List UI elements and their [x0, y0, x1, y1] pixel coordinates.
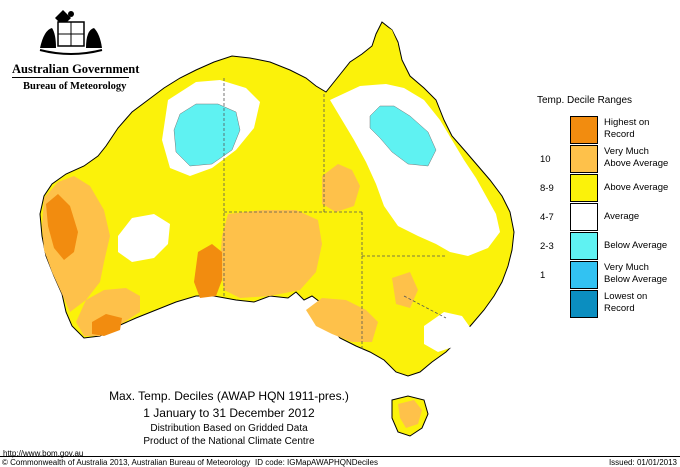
legend-label: Below Average [604, 240, 668, 251]
very-much-above-bight [392, 272, 418, 308]
legend-item: Lowest on Record [570, 290, 666, 320]
legend-swatch [570, 145, 598, 173]
legend-label: Average [604, 211, 640, 222]
highest-on-record-south-west [92, 314, 122, 336]
legend-code: 2-3 [540, 241, 554, 252]
copyright-text: © Commonwealth of Australia 2013, Austra… [2, 458, 251, 467]
footer-divider [0, 456, 680, 457]
legend-label: Very Much Below Average [604, 262, 668, 285]
map-note-product: Product of the National Climate Centre [143, 436, 315, 447]
highest-on-record-central [194, 244, 222, 298]
below-average-gulf [369, 105, 437, 167]
legend-swatch [570, 261, 598, 289]
state-borders [223, 78, 447, 350]
legend-label: Highest on Record [604, 117, 650, 140]
average-south-east [424, 312, 472, 352]
very-much-above-central [220, 210, 322, 298]
website-url[interactable]: http://www.bom.gov.au [3, 449, 84, 458]
legend-label: Lowest on Record [604, 291, 648, 314]
id-code: ID code: IGMapAWAPHQNDeciles [255, 458, 378, 467]
legend-label: Very Much Above Average [604, 146, 669, 169]
legend-swatch [570, 232, 598, 260]
legend-swatch [570, 116, 598, 144]
below-average-kimberley [173, 103, 241, 167]
legend-label: Above Average [604, 182, 669, 193]
government-title: Australian Government [12, 62, 140, 76]
coat-of-arms-emblem [39, 10, 103, 55]
legend-swatch [570, 203, 598, 231]
legend-swatch [570, 174, 598, 202]
legend-item: Average [570, 203, 666, 233]
tasmania-very-much-above [398, 400, 422, 428]
very-much-above-south-australia [306, 298, 378, 342]
map-period: 1 January to 31 December 2012 [143, 406, 315, 420]
map-note-distribution: Distribution Based on Gridded Data [150, 423, 308, 434]
average-west-interior [118, 214, 170, 262]
legend-item: Very Much Below Average [570, 261, 667, 291]
average-queensland-coast [376, 24, 398, 58]
legend-code: 1 [540, 270, 546, 281]
legend-code: 10 [540, 154, 551, 165]
legend-item: Above Average [570, 174, 668, 204]
highest-on-record-west-coast [46, 194, 78, 260]
legend-item: Highest on Record [570, 116, 666, 146]
legend-item: Below Average [570, 232, 667, 262]
legend-item: Very Much Above Average [570, 145, 668, 175]
issued-date: Issued: 01/01/2013 [608, 458, 677, 467]
legend-title: Temp. Decile Ranges [537, 95, 633, 106]
legend-code: 8-9 [540, 183, 554, 194]
legend-swatch [570, 290, 598, 318]
map-title: Max. Temp. Deciles (AWAP HQN 1911-pres.) [109, 389, 349, 403]
header-divider [12, 77, 129, 78]
agency-title: Bureau of Meteorology [23, 81, 127, 92]
very-much-above-central-north [322, 164, 360, 212]
legend-code: 4-7 [540, 212, 554, 223]
footer: © Commonwealth of Australia 2013, Austra… [0, 458, 680, 467]
